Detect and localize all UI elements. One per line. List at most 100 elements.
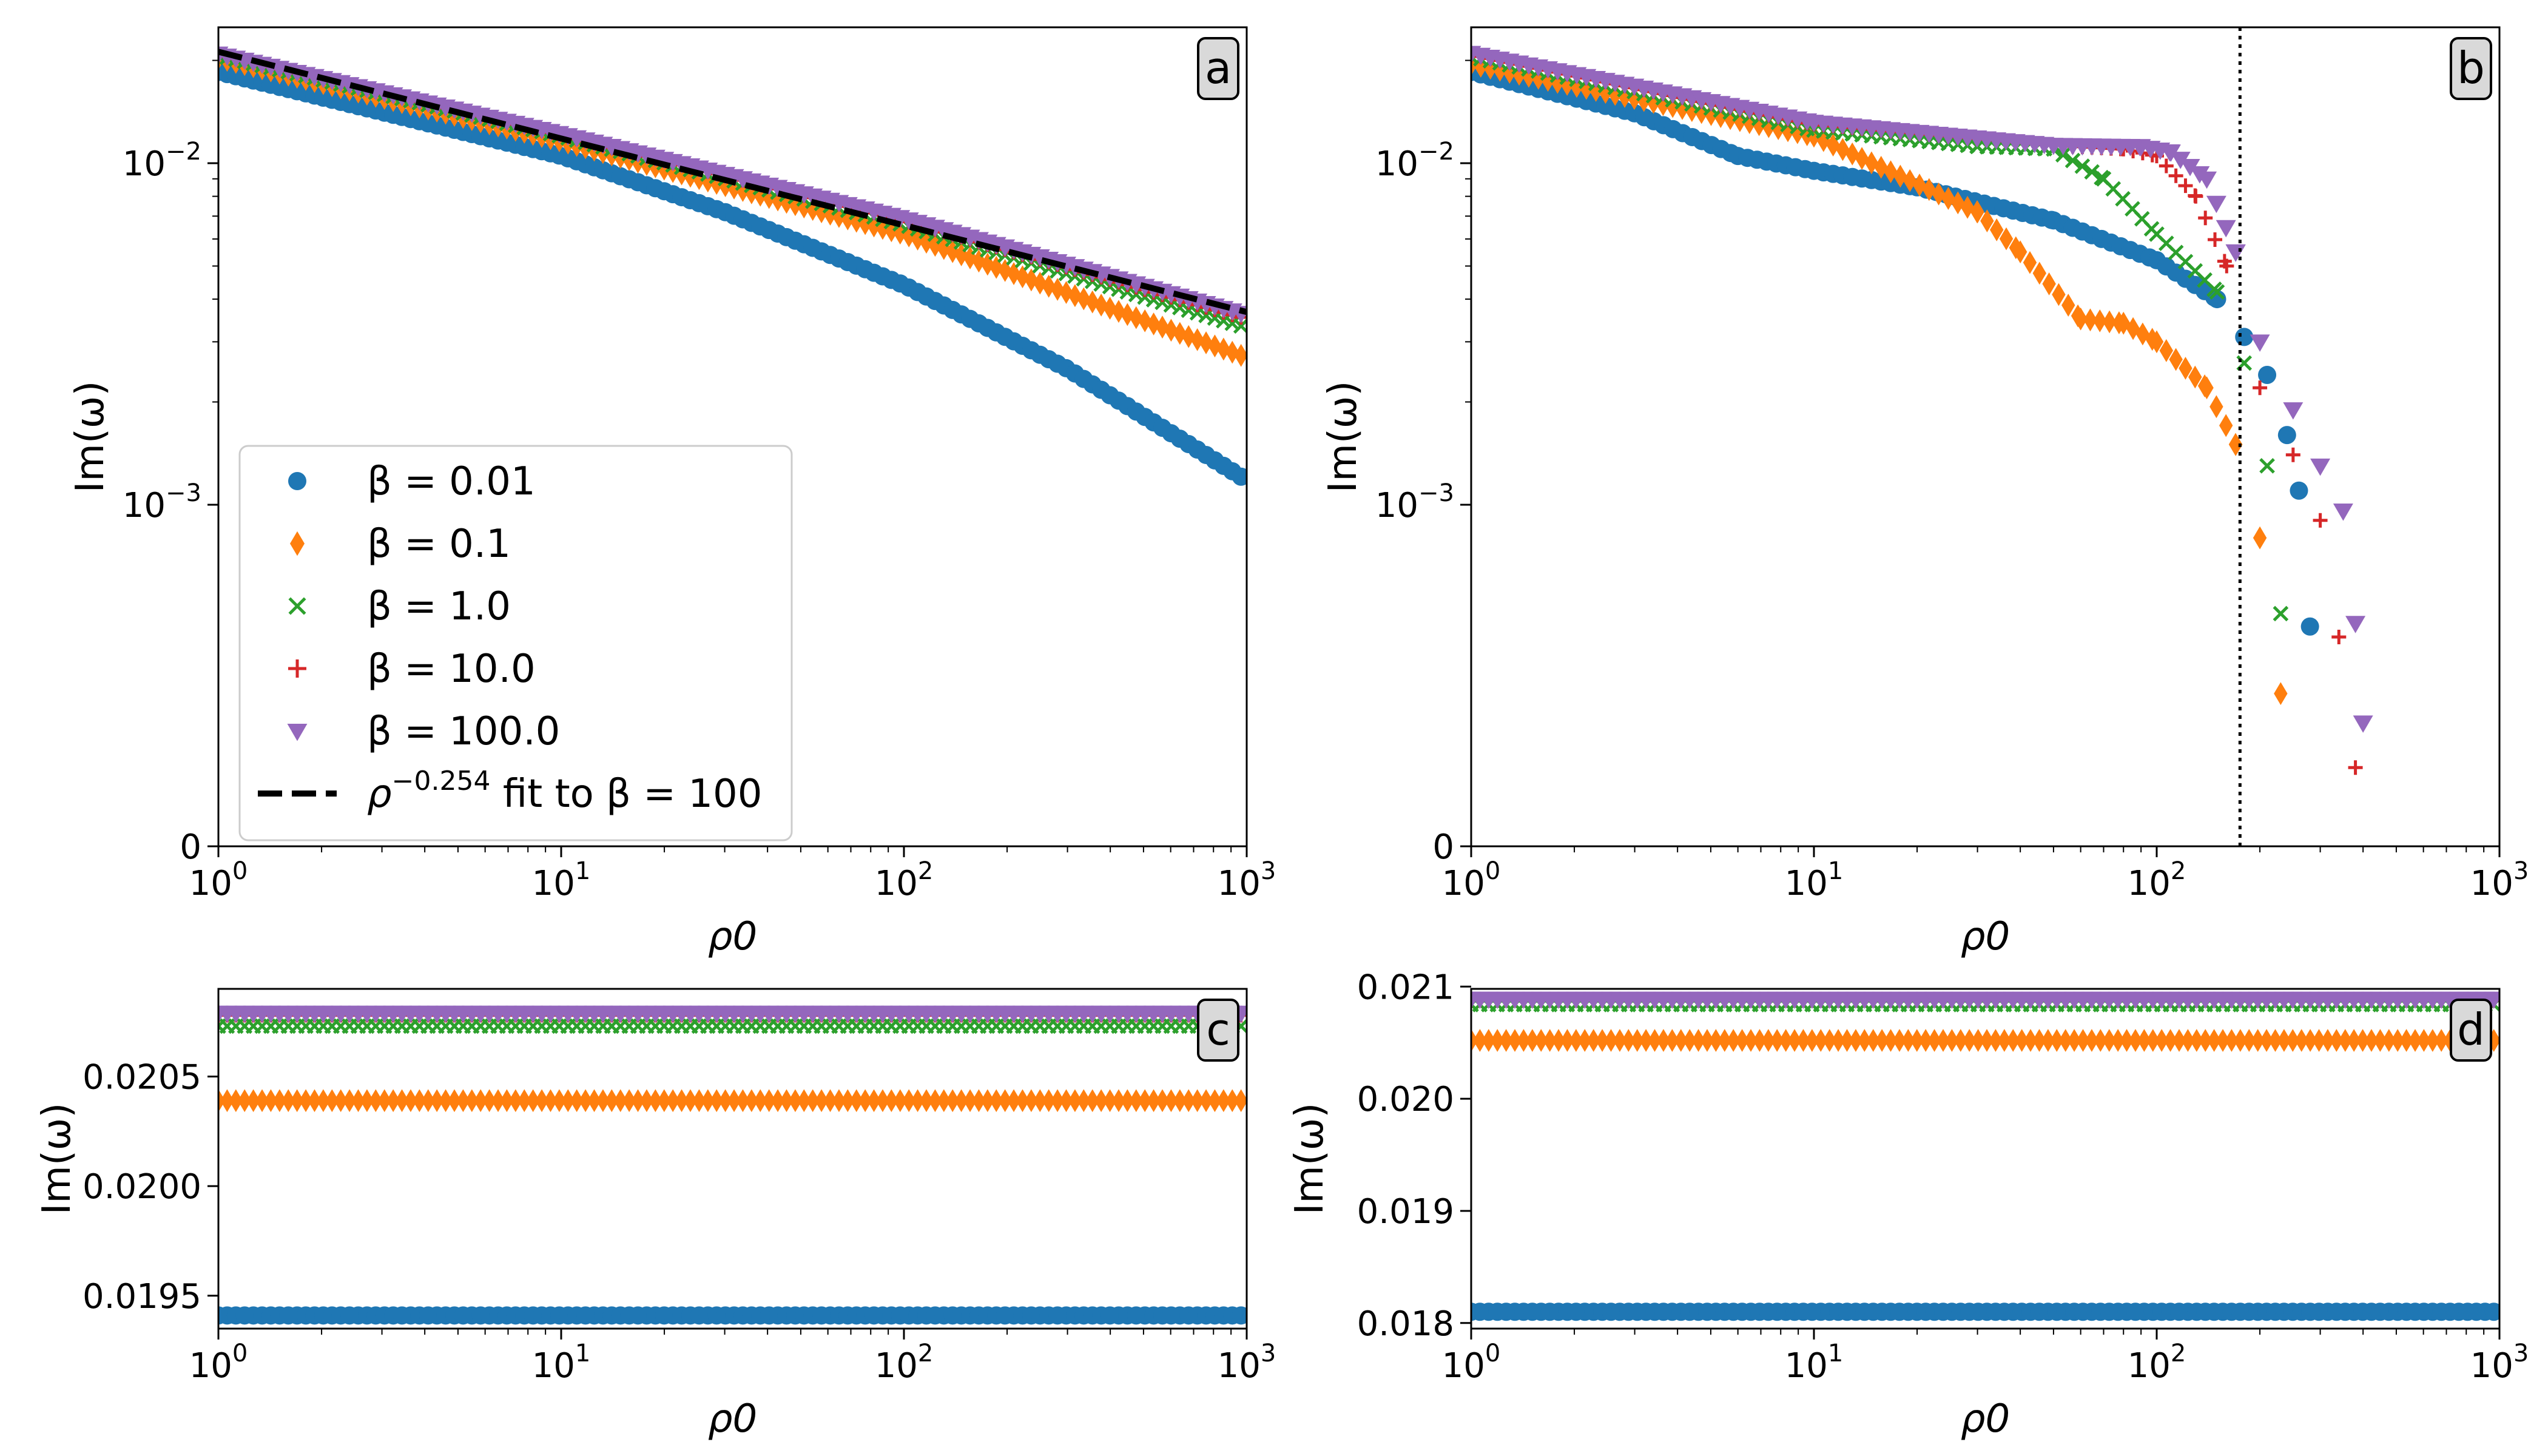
data-point xyxy=(2149,330,2164,354)
y-tick-label: 10−2 xyxy=(1375,138,1454,184)
series--0.01 xyxy=(1471,62,2319,636)
data-point xyxy=(1085,290,1099,314)
data-point xyxy=(255,1089,269,1113)
data-point xyxy=(238,1089,252,1113)
data-point xyxy=(1723,107,1737,130)
data-point xyxy=(1932,182,1946,206)
data-point xyxy=(1569,1029,1583,1052)
data-point xyxy=(2188,365,2202,389)
data-point xyxy=(2225,244,2246,262)
data-point xyxy=(1216,1089,1231,1113)
data-point xyxy=(1077,287,1091,311)
data-point xyxy=(1173,1089,1187,1113)
data-point xyxy=(1617,85,1632,108)
x-tick-label: 102 xyxy=(875,857,934,903)
series--0.1 xyxy=(1471,52,2288,706)
data-point xyxy=(692,1089,706,1113)
data-point xyxy=(2285,447,2300,462)
data-point xyxy=(1586,1029,1600,1052)
data-point xyxy=(1771,117,1785,141)
data-point xyxy=(1903,169,1917,192)
data-point xyxy=(272,1089,287,1113)
data-point xyxy=(287,724,308,741)
data-point xyxy=(2364,1029,2379,1052)
data-point xyxy=(2064,152,2081,169)
data-point xyxy=(1155,1089,1170,1113)
data-point xyxy=(902,224,916,248)
data-point xyxy=(1551,1029,1566,1052)
data-point xyxy=(220,1089,234,1113)
x-tick-label: 102 xyxy=(875,1340,934,1386)
data-point xyxy=(1208,1089,1222,1113)
data-point xyxy=(2216,1029,2230,1052)
series--0.1 xyxy=(218,1089,1247,1113)
data-point xyxy=(1627,87,1642,110)
data-point xyxy=(1094,1089,1108,1113)
data-point xyxy=(2067,1029,2081,1052)
data-point xyxy=(2058,1029,2072,1052)
data-point xyxy=(1164,1089,1178,1113)
data-point xyxy=(2347,1029,2361,1052)
data-point xyxy=(2198,211,2213,226)
data-point xyxy=(1753,1029,1767,1052)
data-point xyxy=(954,1089,968,1113)
data-point xyxy=(298,1089,313,1113)
data-point xyxy=(1807,124,1821,148)
data-point xyxy=(2009,236,2023,260)
data-point xyxy=(867,1089,881,1113)
data-point xyxy=(2042,272,2056,295)
legend-item-label: β = 0.1 xyxy=(367,522,511,567)
data-point xyxy=(1225,340,1239,364)
data-point xyxy=(1499,1029,1513,1052)
data-point xyxy=(893,1089,907,1113)
data-point xyxy=(1024,1089,1039,1113)
y-axis-label: Im(ω) xyxy=(1321,381,1366,493)
series--1.0 xyxy=(1471,49,2289,622)
data-point xyxy=(2170,152,2191,169)
data-point xyxy=(849,1089,863,1113)
axes-frame xyxy=(217,988,1248,1330)
data-point xyxy=(447,1089,462,1113)
plot-area xyxy=(1471,991,2499,1321)
data-point xyxy=(2159,339,2174,362)
data-point xyxy=(1534,1029,1548,1052)
data-point xyxy=(1836,138,1850,161)
data-point xyxy=(2273,605,2289,622)
data-point xyxy=(2216,220,2236,238)
data-point xyxy=(351,1089,365,1113)
panel-label-box xyxy=(1197,37,1239,100)
data-point xyxy=(2259,1029,2274,1052)
data-point xyxy=(2085,1029,2099,1052)
data-point xyxy=(1077,1089,1091,1113)
data-point xyxy=(657,1089,671,1113)
legend: β = 0.01 β = 0.1 β = 1.0 β = 10.0 β = 100.0 ρ… xyxy=(238,445,793,841)
data-point xyxy=(1704,103,1718,126)
data-point xyxy=(2356,1029,2370,1052)
data-point xyxy=(2303,1029,2317,1052)
data-point xyxy=(841,1089,855,1113)
data-point xyxy=(2242,1029,2256,1052)
data-point xyxy=(570,1089,584,1113)
data-point xyxy=(1700,1029,1714,1052)
data-point xyxy=(2425,1029,2440,1052)
data-point xyxy=(2199,1029,2213,1052)
data-point xyxy=(1068,284,1082,308)
data-point xyxy=(308,1089,322,1113)
data-point xyxy=(2015,1029,2029,1052)
data-point xyxy=(2259,458,2275,474)
data-point xyxy=(281,1089,295,1113)
data-point xyxy=(2093,309,2107,332)
data-point xyxy=(1866,1029,1880,1052)
plot-area xyxy=(1471,46,2373,775)
data-point xyxy=(2102,1029,2116,1052)
legend-item-label: β = 0.01 xyxy=(367,459,536,504)
data-point xyxy=(1517,1029,1531,1052)
data-point xyxy=(1111,300,1126,323)
data-point xyxy=(2484,991,2499,1009)
data-point xyxy=(744,1089,759,1113)
data-point xyxy=(561,1089,575,1113)
data-point xyxy=(2283,402,2304,420)
plot-area xyxy=(218,1005,1247,1325)
data-point xyxy=(2484,1303,2499,1321)
panel-label: b xyxy=(2457,42,2485,93)
